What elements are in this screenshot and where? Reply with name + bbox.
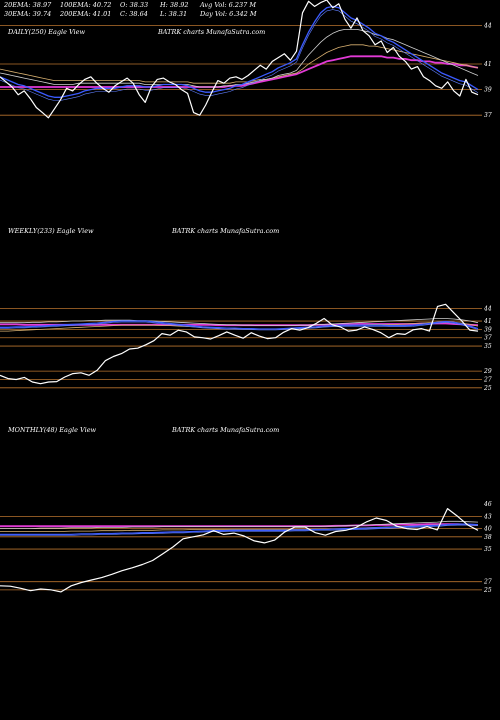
weekly-panel-title: WEEKLY(233) Eagle View <box>8 227 94 235</box>
monthly-watermark: BATRK charts MunafaSutra.com <box>171 426 279 434</box>
daily-ema-short-shadow-line <box>0 9 479 101</box>
weekly-y-tick: 35 <box>484 343 492 350</box>
daily-y-tick: 44 <box>483 23 492 30</box>
daily-ema-short-line <box>0 5 479 98</box>
weekly-ema-short-line <box>0 320 479 330</box>
avgvol-stat: Avg Vol: 6.237 M <box>199 1 256 9</box>
daily-y-tick: 41 <box>483 61 492 68</box>
monthly-y-tick: 35 <box>484 546 492 553</box>
monthly-y-tick: 40 <box>483 526 492 533</box>
daily-panel-title: DAILY(250) Eagle View <box>7 28 85 36</box>
monthly-y-tick: 38 <box>484 534 492 541</box>
open-stat: O: 38.33 <box>120 1 148 9</box>
monthly-y-tick: 46 <box>483 501 492 508</box>
weekly-y-tick: 39 <box>484 326 492 333</box>
close-stat: C: 38.64 <box>120 10 148 18</box>
monthly-y-tick: 27 <box>483 579 492 586</box>
daily-ema-long-line <box>0 55 479 88</box>
ema200-stat: 200EMA: 41.01 <box>59 10 111 18</box>
weekly-watermark: BATRK charts MunafaSutra.com <box>171 227 279 235</box>
weekly-price-line <box>0 303 479 385</box>
header-stats: 20EMA: 38.97 100EMA: 40.72 O: 38.33 Avg … <box>3 1 257 18</box>
daily-ema-b-line <box>0 44 479 84</box>
low-stat: L: 38.31 <box>159 10 187 18</box>
high-stat: H: 38.92 <box>159 1 189 9</box>
ema20-stat: 20EMA: 38.97 <box>3 1 52 9</box>
weekly-y-tick: 29 <box>483 368 492 375</box>
ema100-stat: 100EMA: 40.72 <box>60 1 111 9</box>
weekly-y-tick: 44 <box>483 306 492 313</box>
weekly-ema-short-shadow-line <box>0 321 479 331</box>
daily-y-tick: 37 <box>484 112 492 119</box>
weekly-ema-a-line <box>0 318 479 327</box>
monthly-price-line <box>0 508 479 593</box>
daily-watermark: BATRK charts MunafaSutra.com <box>157 28 265 36</box>
daily-y-tick: 39 <box>484 87 492 94</box>
monthly-panel-title: MONTHLY(48) Eagle View <box>7 426 97 434</box>
monthly-y-tick: 25 <box>483 587 492 594</box>
weekly-y-tick: 37 <box>484 335 492 342</box>
dayvol-stat: Day Vol: 6.342 M <box>199 10 257 18</box>
monthly-ema-a-line <box>0 520 479 529</box>
ema30-stat: 30EMA: 39.74 <box>4 10 51 18</box>
daily-panel: 44 41 39 37 <box>0 0 492 119</box>
daily-price-line <box>0 0 479 119</box>
monthly-y-tick: 43 <box>483 513 492 520</box>
weekly-y-tick: 25 <box>483 385 492 392</box>
monthly-ema-short-shadow-line <box>0 524 479 536</box>
weekly-y-tick: 27 <box>483 376 492 383</box>
weekly-y-tick: 41 <box>483 318 492 325</box>
